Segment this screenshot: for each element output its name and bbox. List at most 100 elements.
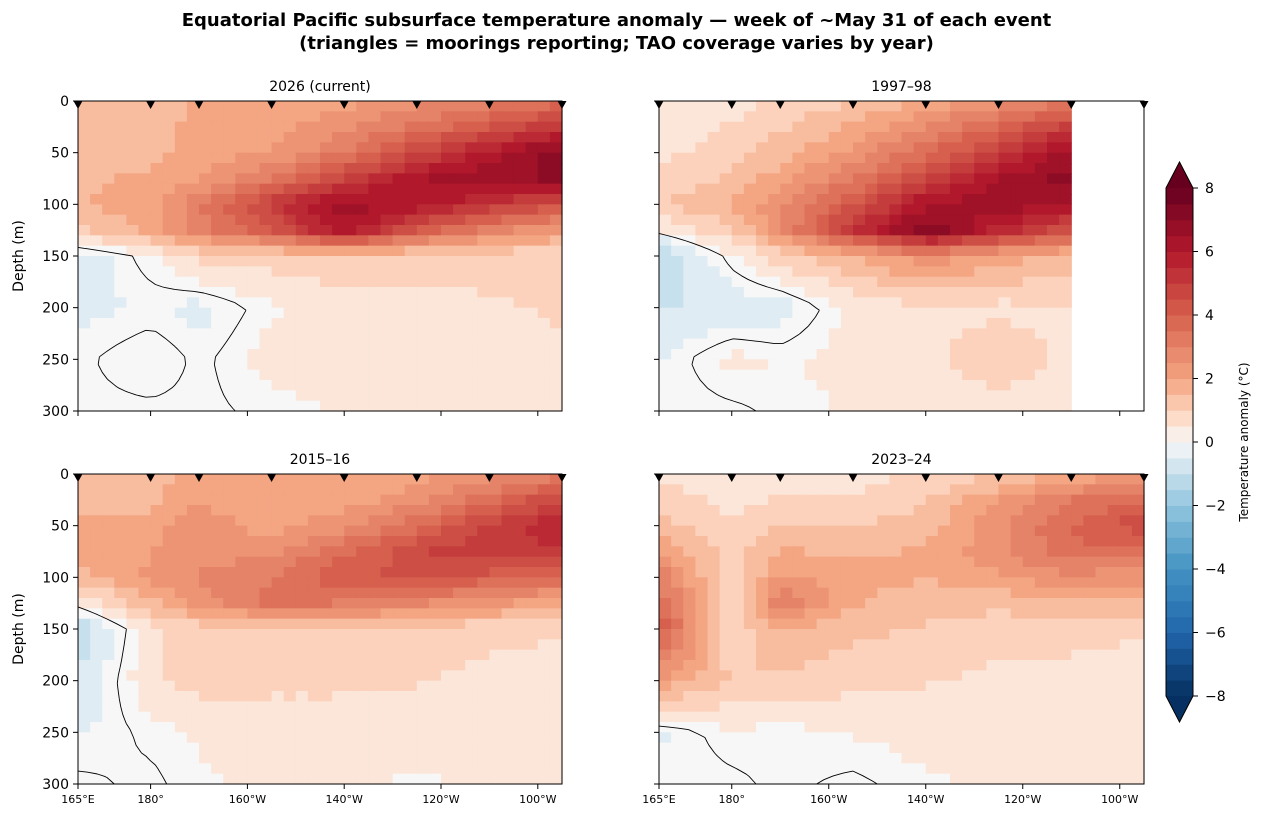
field-cell <box>453 183 466 195</box>
field-cell <box>453 691 466 702</box>
field-cell <box>307 711 321 723</box>
field-cell <box>877 525 890 537</box>
field-cell <box>889 680 903 692</box>
field-cell <box>780 349 793 360</box>
field-cell <box>731 256 745 267</box>
field-cell <box>1059 307 1072 319</box>
field-cell <box>1083 763 1097 775</box>
field-cell <box>1071 763 1084 775</box>
field-cell <box>199 400 212 412</box>
field-cell <box>659 598 672 609</box>
field-cell <box>102 349 115 360</box>
field-cell <box>416 318 430 329</box>
field-cell <box>865 556 878 568</box>
field-cell <box>513 536 527 547</box>
field-cell <box>78 670 91 682</box>
field-cell <box>865 235 878 247</box>
field-cell <box>986 639 1000 651</box>
field-cell <box>719 328 733 340</box>
field-cell <box>332 163 345 174</box>
field-cell <box>937 338 951 350</box>
field-cell <box>962 649 975 661</box>
field-cell <box>320 670 333 682</box>
field-cell <box>465 194 478 205</box>
field-cell <box>199 163 212 174</box>
field-cell <box>877 670 890 682</box>
field-cell <box>1059 400 1072 412</box>
field-cell <box>90 556 103 568</box>
field-cell <box>986 204 1000 216</box>
field-cell <box>1119 629 1133 640</box>
field-cell <box>743 701 757 713</box>
field-cell <box>90 649 103 661</box>
field-cell <box>271 474 285 485</box>
field-cell <box>283 297 297 309</box>
field-cell <box>332 753 345 764</box>
field-cell <box>513 183 527 195</box>
field-cell <box>295 287 309 298</box>
field-cell <box>792 276 806 288</box>
field-cell <box>78 711 91 723</box>
field-cell <box>102 474 115 485</box>
field-cell <box>150 546 164 558</box>
field-cell <box>332 276 345 288</box>
field-cell <box>804 701 818 713</box>
field-cell <box>853 608 866 620</box>
field-cell <box>853 400 866 412</box>
field-cell <box>853 318 866 329</box>
field-cell <box>489 680 503 692</box>
field-cell <box>537 390 551 402</box>
field-cell <box>307 204 321 216</box>
field-cell <box>998 525 1012 537</box>
field-cell <box>332 338 345 350</box>
mooring-marker <box>339 474 349 482</box>
field-cell <box>465 173 478 185</box>
field-cell <box>816 132 830 143</box>
field-cell <box>828 753 842 764</box>
field-cell <box>1059 225 1072 236</box>
field-cell <box>489 505 503 516</box>
field-cell <box>126 525 140 537</box>
field-cell <box>102 173 115 185</box>
field-cell <box>1059 629 1072 640</box>
field-cell <box>489 235 503 247</box>
colorbar-segment <box>1166 616 1193 633</box>
field-cell <box>1047 494 1060 506</box>
field-cell <box>416 163 430 174</box>
field-cell <box>307 732 321 744</box>
field-cell <box>719 132 733 143</box>
field-cell <box>549 660 563 671</box>
field-cell <box>489 328 503 340</box>
field-cell <box>731 235 745 247</box>
field-cell <box>271 618 285 630</box>
field-cell <box>731 722 745 733</box>
field-cell <box>707 349 721 360</box>
field-cell <box>1107 660 1121 671</box>
field-cell <box>768 587 781 599</box>
field-cell <box>719 287 733 298</box>
field-cell <box>114 225 127 236</box>
field-cell <box>186 484 200 496</box>
field-cell <box>877 369 890 381</box>
field-cell <box>428 307 442 319</box>
field-cell <box>138 121 152 133</box>
field-cell <box>525 400 539 412</box>
field-cell <box>78 722 91 733</box>
field-cell <box>901 515 915 527</box>
field-cell <box>162 235 176 247</box>
field-cell <box>223 680 236 692</box>
field-cell <box>962 142 975 154</box>
field-cell <box>537 629 551 640</box>
field-cell <box>126 680 140 692</box>
field-cell <box>247 505 261 516</box>
field-cell <box>695 225 709 236</box>
field-cell <box>1059 742 1072 754</box>
field-cell <box>114 183 127 195</box>
field-cell <box>199 111 212 123</box>
field-cell <box>235 670 248 682</box>
field-cell <box>537 307 551 319</box>
field-cell <box>1047 121 1060 133</box>
field-cell <box>1022 505 1036 516</box>
field-cell <box>768 183 781 195</box>
field-cell <box>1083 639 1097 651</box>
